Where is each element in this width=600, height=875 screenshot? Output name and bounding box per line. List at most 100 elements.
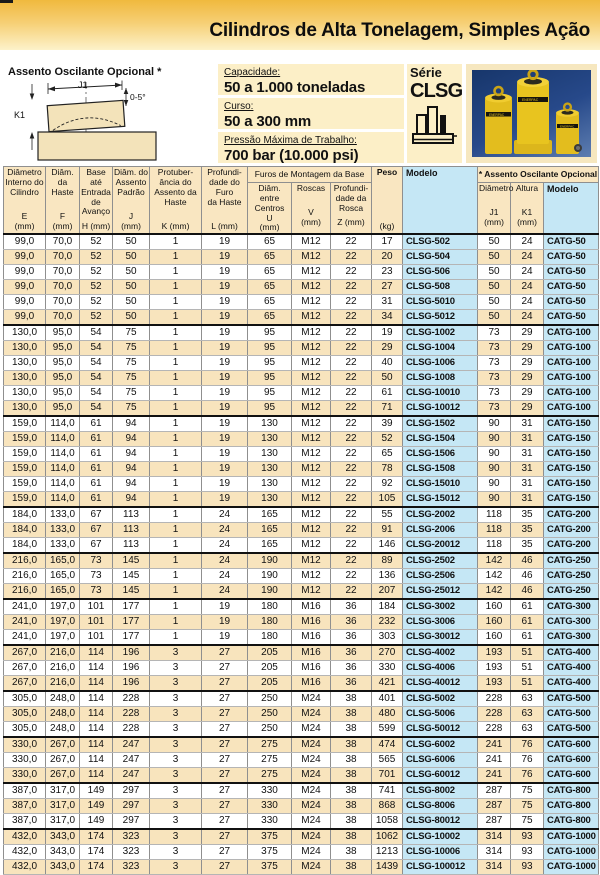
model-cell: CATG-50 [543, 294, 599, 310]
value-cell: M24 [291, 690, 331, 707]
value-cell: 50 [112, 294, 150, 310]
series-panel: Série CLSG [407, 64, 463, 163]
model-cell: CLSG-504 [402, 249, 478, 265]
model-cell: CATG-150 [543, 415, 599, 432]
value-cell: 75 [112, 340, 150, 356]
value-cell: 3 [149, 644, 202, 661]
value-cell: 275 [247, 767, 292, 784]
value-cell: 241,0 [3, 598, 46, 615]
value-cell: 130,0 [3, 324, 46, 341]
value-cell: 1 [149, 249, 202, 265]
model-cell: CATG-50 [543, 279, 599, 295]
model-cell: CLSG-1504 [402, 431, 478, 447]
value-cell: 19 [201, 400, 248, 417]
value-cell: 92 [371, 476, 403, 492]
col-header-thread-depth: Profundi- dade da Rosca Z (mm) [330, 182, 372, 235]
table-row: 130,0 95,0 54 75 1 19 95 M12 22 29 CLSG-1004 73 29 CA… [3, 340, 599, 356]
value-cell: 250 [247, 721, 292, 738]
model-cell: CATG-600 [543, 752, 599, 768]
model-cell: CLSG-60012 [402, 767, 478, 784]
value-cell: 314 [477, 844, 511, 860]
value-cell: 36 [330, 660, 372, 676]
value-cell: 73 [477, 400, 511, 417]
value-cell: 159,0 [3, 461, 46, 477]
value-cell: 65 [247, 264, 292, 280]
value-cell: 330 [247, 813, 292, 830]
value-cell: 39 [371, 415, 403, 432]
value-cell: 50 [477, 233, 511, 250]
value-cell: 250 [247, 706, 292, 722]
value-cell: 205 [247, 675, 292, 692]
value-cell: 184,0 [3, 506, 46, 523]
value-cell: 1 [149, 583, 202, 600]
value-cell: 46 [510, 568, 544, 584]
model-cell: CATG-250 [543, 552, 599, 569]
table-row: 99,0 70,0 52 50 1 19 65 M12 22 34 CLSG-5012 50 24 CAT… [3, 309, 599, 326]
value-cell: 287 [477, 798, 511, 814]
value-cell: 61 [79, 431, 113, 447]
value-cell: 24 [510, 249, 544, 265]
group-header-mounting-holes: Furos de Montagem da Base [247, 166, 372, 183]
value-cell: 50 [477, 249, 511, 265]
col-header-centers-diam: Diâm. entre Centros U (mm) [247, 182, 292, 235]
value-cell: 3 [149, 660, 202, 676]
value-cell: 22 [330, 491, 372, 508]
col-header-rod-diam: Diâm. da Haste F (mm) [45, 166, 80, 235]
value-cell: M24 [291, 721, 331, 738]
value-cell: 165 [247, 522, 292, 538]
value-cell: 27 [201, 782, 248, 799]
value-cell: 91 [371, 522, 403, 538]
value-cell: 29 [510, 355, 544, 371]
model-cell: CATG-150 [543, 476, 599, 492]
model-cell: CLSG-1006 [402, 355, 478, 371]
value-cell: 297 [112, 798, 150, 814]
value-cell: M24 [291, 859, 331, 875]
value-cell: 216,0 [3, 583, 46, 600]
model-cell: CATG-50 [543, 264, 599, 280]
value-cell: 184,0 [3, 537, 46, 554]
value-cell: 19 [201, 355, 248, 371]
value-cell: 303 [371, 629, 403, 646]
value-cell: 95,0 [45, 400, 80, 417]
value-cell: M12 [291, 264, 331, 280]
value-cell: 54 [79, 400, 113, 417]
series-name: CLSG [410, 80, 463, 102]
value-cell: 50 [112, 279, 150, 295]
table-row: 184,0 133,0 67 113 1 24 165 M12 22 91 CLSG-2006 118… [3, 522, 599, 538]
value-cell: 1 [149, 446, 202, 462]
group-header-tilt-saddle: * Assento Oscilante Opcional [477, 166, 599, 183]
value-cell: 19 [201, 446, 248, 462]
value-cell: 267,0 [3, 660, 46, 676]
value-cell: 232 [371, 614, 403, 630]
value-cell: 190 [247, 583, 292, 600]
value-cell: 228 [477, 690, 511, 707]
value-cell: 149 [79, 782, 113, 799]
value-cell: 177 [112, 614, 150, 630]
value-cell: 174 [79, 844, 113, 860]
value-cell: 52 [371, 431, 403, 447]
model-cell: CLSG-2506 [402, 568, 478, 584]
value-cell: 27 [201, 675, 248, 692]
value-cell: 432,0 [3, 859, 46, 875]
value-cell: 93 [510, 844, 544, 860]
value-cell: 65 [247, 294, 292, 310]
value-cell: 1 [149, 537, 202, 554]
value-cell: 165,0 [45, 583, 80, 600]
col-header-threads: Roscas V (mm) [291, 182, 331, 235]
value-cell: 247 [112, 767, 150, 784]
value-cell: 197,0 [45, 614, 80, 630]
value-cell: 149 [79, 813, 113, 830]
series-prefix: Série [410, 65, 442, 80]
value-cell: 19 [201, 629, 248, 646]
value-cell: 61 [79, 491, 113, 508]
table-body: 99,0 70,0 52 50 1 19 65 M12 22 17 CLSG-502 50 24 CATG… [3, 233, 599, 875]
col-header-saddle-model: Modelo [543, 182, 599, 235]
value-cell: 216,0 [45, 660, 80, 676]
table-row: 305,0 248,0 114 228 3 27 250 M24 38 480 CLSG-5006 2… [3, 706, 599, 722]
value-cell: M12 [291, 294, 331, 310]
model-cell: CATG-150 [543, 431, 599, 447]
model-cell: CLSG-1008 [402, 370, 478, 386]
value-cell: 190 [247, 568, 292, 584]
value-cell: 38 [330, 844, 372, 860]
value-cell: 228 [112, 721, 150, 738]
